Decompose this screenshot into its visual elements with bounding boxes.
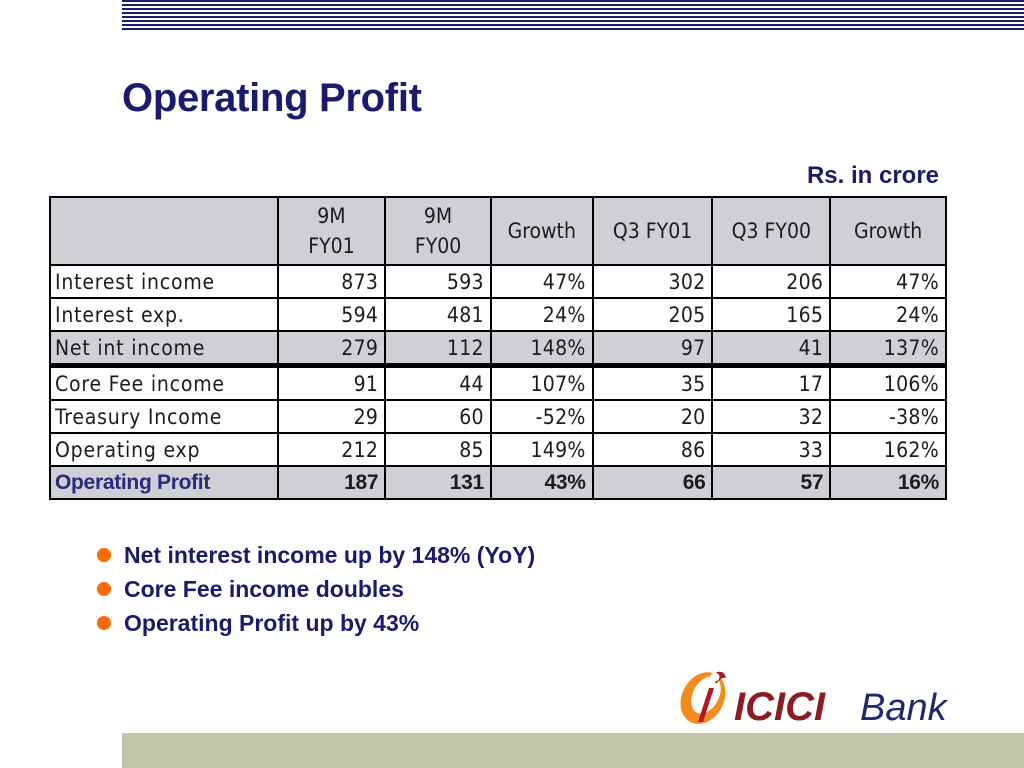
cell-value: 47% (829, 264, 947, 299)
cell-value: 149% (489, 432, 594, 467)
operating-profit-table: 9M FY01 9M FY00 Growth Q3 FY01 Q3 FY00 G… (49, 196, 947, 500)
cell-value: 16% (829, 465, 947, 500)
header-line: 9M (423, 204, 453, 228)
row-label: Operating exp (49, 432, 279, 467)
bullet-dot-icon (97, 616, 111, 630)
cell-value: 107% (489, 363, 594, 401)
cell-value: 187 (276, 465, 387, 500)
list-item: Operating Profit up by 43% (97, 606, 535, 640)
logo-i-stem (698, 688, 714, 722)
cell-value: 112 (384, 330, 492, 367)
cell-value: 32 (711, 399, 832, 434)
header-growth-q3: Growth (829, 196, 947, 266)
row-label: Interest income (49, 264, 279, 299)
cell-value: 97 (591, 330, 714, 367)
footer-band (122, 733, 1024, 768)
table-row: Interest income 873 593 47% 302 206 47% (49, 264, 947, 299)
cell-value: 66 (591, 465, 714, 500)
table-row: Net int income 279 112 148% 97 41 137% (49, 330, 947, 367)
cell-value: 47% (489, 264, 594, 299)
table-row: Core Fee income 91 44 107% 35 17 106% (49, 363, 947, 401)
table-row: Interest exp. 594 481 24% 205 165 24% (49, 297, 947, 332)
cell-value: 106% (829, 363, 947, 401)
cell-value: 212 (276, 432, 387, 467)
bullet-dot-icon (97, 582, 111, 596)
cell-value: 162% (829, 432, 947, 467)
cell-value: 44 (384, 363, 492, 401)
header-q3-fy01: Q3 FY01 (591, 196, 714, 266)
cell-value: 302 (591, 264, 714, 299)
cell-value: 43% (489, 465, 594, 500)
cell-value: 873 (276, 264, 387, 299)
bullet-text: Net interest income up by 148% (YoY) (124, 542, 536, 568)
table-row-total: Operating Profit 187 131 43% 66 57 16% (49, 465, 947, 500)
header-9m-fy01: 9M FY01 (276, 196, 387, 266)
logo-suffix-text: Bank (860, 687, 949, 729)
bullet-text: Operating Profit up by 43% (124, 610, 420, 636)
table-row: Treasury Income 29 60 -52% 20 32 -38% (49, 399, 947, 434)
cell-value: 165 (711, 297, 832, 332)
cell-value: 481 (384, 297, 492, 332)
cell-value: 60 (384, 399, 492, 434)
cell-value: 24% (829, 297, 947, 332)
cell-value: 85 (384, 432, 492, 467)
logo-dot (710, 672, 720, 682)
header-9m-fy00: 9M FY00 (384, 196, 492, 266)
icici-bank-logo: ICICI Bank (672, 664, 982, 732)
row-label: Interest exp. (49, 297, 279, 332)
row-label: Operating Profit (49, 465, 279, 500)
header-line: 9M (317, 204, 346, 228)
cell-value: 137% (829, 330, 947, 367)
header-blank (49, 196, 279, 266)
cell-value: 29 (276, 399, 387, 434)
units-note: Rs. in crore (806, 162, 939, 189)
logo-brand-text: ICICI (734, 685, 826, 729)
cell-value: 593 (384, 264, 492, 299)
header-stripes (122, 0, 1024, 32)
list-item: Net interest income up by 148% (YoY) (97, 538, 535, 572)
cell-value: 86 (591, 432, 714, 467)
cell-value: 594 (276, 297, 387, 332)
header-growth-9m: Growth (489, 196, 594, 266)
cell-value: 24% (489, 297, 594, 332)
row-label: Treasury Income (49, 399, 279, 434)
bullet-dot-icon (97, 548, 111, 562)
header-q3-fy00: Q3 FY00 (711, 196, 832, 266)
cell-value: 148% (489, 330, 594, 367)
cell-value: 35 (591, 363, 714, 401)
cell-value: -38% (829, 399, 947, 434)
logo-ring-inner (691, 676, 721, 714)
icici-i-logo-icon: ICICI Bank (680, 671, 949, 729)
key-points-list: Net interest income up by 148% (YoY) Cor… (97, 538, 535, 640)
header-line: FY00 (414, 234, 462, 258)
cell-value: 57 (711, 465, 832, 500)
row-label: Core Fee income (49, 363, 279, 401)
cell-value: 91 (276, 363, 387, 401)
list-item: Core Fee income doubles (97, 572, 535, 606)
cell-value: 17 (711, 363, 832, 401)
cell-value: 205 (591, 297, 714, 332)
cell-value: 206 (711, 264, 832, 299)
header-line: FY01 (308, 234, 355, 258)
page-title: Operating Profit (122, 76, 422, 120)
cell-value: 131 (384, 465, 492, 500)
bullet-text: Core Fee income doubles (124, 576, 404, 602)
cell-value: 279 (276, 330, 387, 367)
table-row: Operating exp 212 85 149% 86 33 162% (49, 432, 947, 467)
cell-value: 20 (591, 399, 714, 434)
table-header-row: 9M FY01 9M FY00 Growth Q3 FY01 Q3 FY00 G… (49, 196, 947, 266)
cell-value: 33 (711, 432, 832, 467)
cell-value: 41 (711, 330, 832, 367)
cell-value: -52% (489, 399, 594, 434)
row-label: Net int income (49, 330, 279, 367)
